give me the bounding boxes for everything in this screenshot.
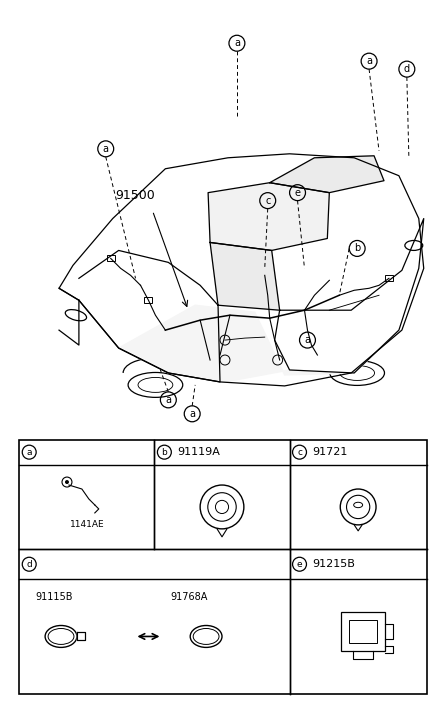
- Text: a: a: [165, 395, 171, 405]
- Ellipse shape: [45, 625, 77, 648]
- Polygon shape: [210, 243, 280, 310]
- Text: d: d: [26, 560, 32, 569]
- Polygon shape: [77, 632, 85, 640]
- Text: a: a: [305, 335, 310, 345]
- Text: 91500: 91500: [116, 189, 155, 202]
- Text: 91215B: 91215B: [313, 559, 355, 569]
- Text: d: d: [404, 64, 410, 74]
- Ellipse shape: [128, 372, 183, 398]
- Bar: [385, 276, 393, 281]
- Text: 91115B: 91115B: [35, 592, 73, 602]
- Polygon shape: [275, 219, 424, 373]
- Text: e: e: [297, 560, 302, 569]
- Text: c: c: [297, 448, 302, 457]
- Text: 91119A: 91119A: [178, 447, 220, 457]
- Ellipse shape: [190, 625, 222, 648]
- Text: a: a: [189, 409, 195, 419]
- Bar: [341, 611, 385, 651]
- Text: a: a: [103, 144, 109, 154]
- Polygon shape: [119, 305, 399, 382]
- Text: a: a: [26, 448, 32, 457]
- Polygon shape: [270, 156, 384, 193]
- Text: b: b: [354, 244, 360, 254]
- Bar: [349, 619, 377, 643]
- Polygon shape: [208, 182, 329, 250]
- Bar: [107, 255, 115, 262]
- Circle shape: [65, 480, 69, 484]
- Text: e: e: [294, 188, 301, 198]
- Text: c: c: [265, 196, 270, 206]
- Text: a: a: [366, 56, 372, 66]
- Bar: [19, 440, 427, 694]
- Ellipse shape: [330, 361, 384, 385]
- Text: b: b: [161, 448, 167, 457]
- Text: a: a: [234, 39, 240, 48]
- Bar: [145, 297, 153, 303]
- Text: 1141AE: 1141AE: [70, 521, 104, 529]
- Text: 91768A: 91768A: [170, 592, 208, 602]
- Text: 91721: 91721: [313, 447, 348, 457]
